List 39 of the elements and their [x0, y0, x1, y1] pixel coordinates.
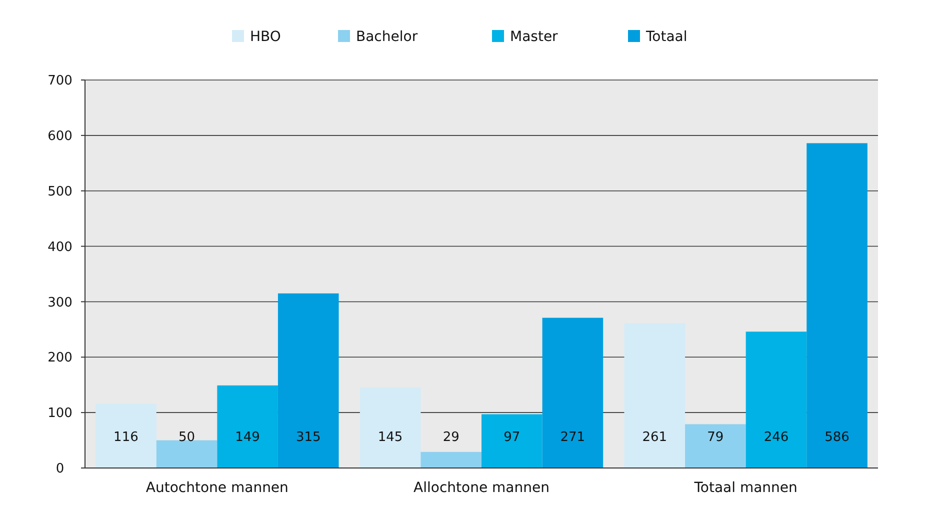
data-label: 315	[296, 430, 321, 445]
y-tick-label: 500	[48, 184, 72, 200]
x-tick-label: Totaal mannen	[693, 480, 798, 496]
data-label: 261	[642, 430, 668, 445]
data-label: 586	[824, 430, 850, 445]
y-tick-label: 700	[48, 74, 72, 89]
x-tick-label: Allochtone mannen	[414, 480, 550, 496]
bar	[360, 388, 421, 468]
legend-label: HBO	[250, 28, 281, 45]
data-label: 271	[560, 430, 586, 445]
data-label: 246	[764, 430, 789, 445]
data-label: 97	[504, 430, 520, 445]
bar	[278, 293, 339, 468]
bar	[624, 323, 686, 468]
data-label: 79	[707, 430, 724, 445]
data-label: 116	[114, 430, 138, 445]
data-label: 29	[442, 430, 460, 445]
bar	[806, 143, 868, 468]
data-label: 50	[178, 430, 196, 445]
bar	[746, 332, 807, 468]
bar	[542, 318, 604, 468]
y-tick-label: 600	[48, 128, 72, 144]
bar	[685, 424, 746, 468]
bar	[420, 452, 482, 468]
bar	[96, 404, 156, 468]
x-tick-label: Autochtone mannen	[146, 480, 288, 496]
y-tick-label: 200	[48, 350, 72, 366]
legend-label: Bachelor	[356, 28, 418, 45]
bar	[217, 385, 278, 468]
y-tick-label: 0	[56, 462, 64, 477]
bar	[482, 414, 542, 468]
y-tick-label: 300	[48, 295, 72, 310]
bar	[156, 440, 218, 468]
data-label: 145	[378, 430, 403, 445]
y-tick-label: 100	[48, 406, 72, 422]
data-label: 149	[235, 430, 260, 445]
legend-label: Totaal	[645, 28, 688, 45]
legend-label: Master	[510, 28, 558, 45]
y-tick-label: 400	[48, 240, 72, 255]
